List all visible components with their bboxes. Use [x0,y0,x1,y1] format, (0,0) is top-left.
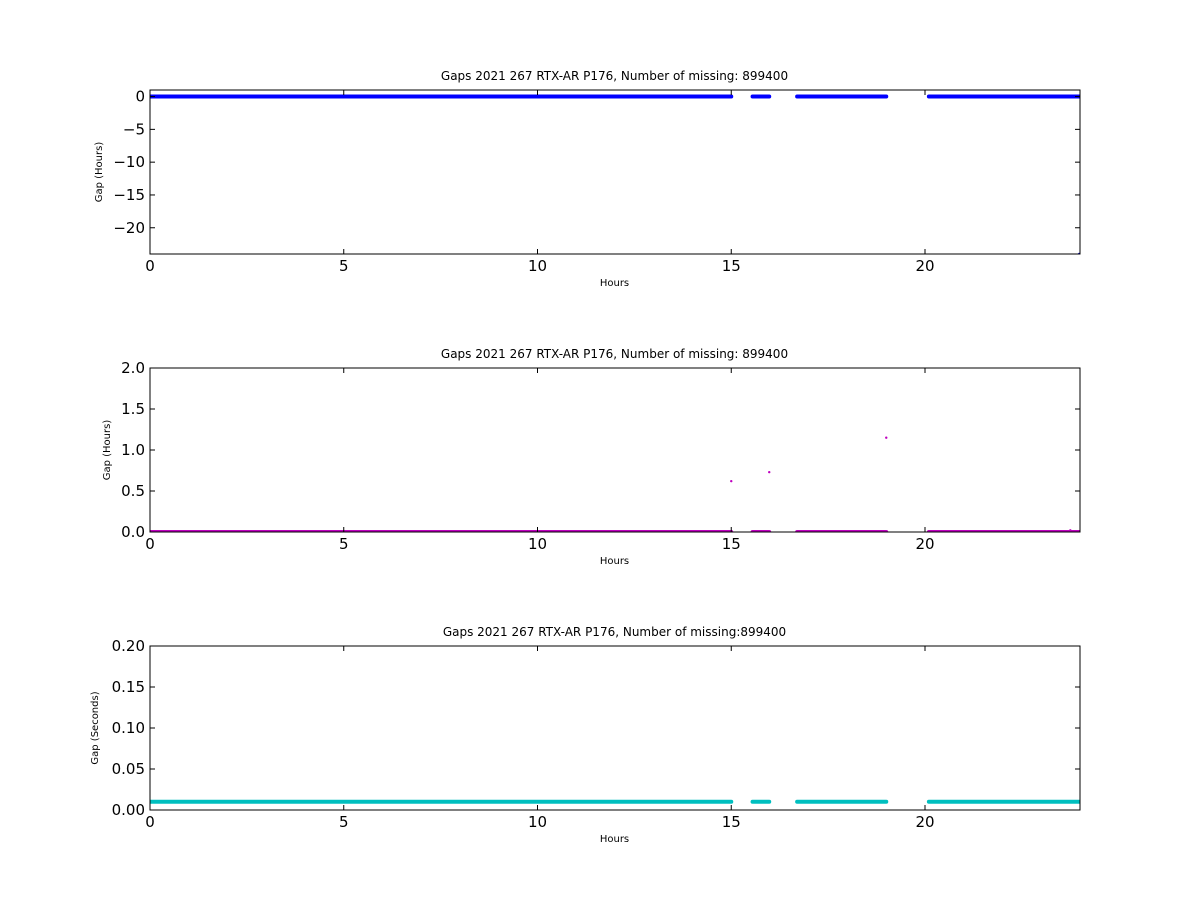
panel-3-xtick-label: 5 [339,813,349,831]
panel-1: Gaps 2021 267 RTX-AR P176, Number of mis… [94,69,1081,289]
panel-2-xtick-label: 15 [722,535,741,553]
panel-3-xlabel: Hours [600,834,629,845]
panel-3-ytick-label: 0.20 [112,637,145,655]
panel-2-ytick-label: 2.0 [121,359,145,377]
panel-2-ytick-label: 0.5 [121,482,145,500]
panel-1-axes-frame [149,89,1081,255]
panel-1-ylabel: Gap (Hours) [94,142,105,203]
panel-3-ylabel: Gap (Seconds) [90,691,101,764]
panel-2-data-point-2 [768,470,771,474]
panel-1-xtick-label: 5 [339,257,349,275]
panel-1-ytick-label: −10 [113,153,145,171]
panel-2-xlabel: Hours [600,556,629,567]
panel-1-ytick-label: −20 [113,219,145,237]
panel-2-xtick-label: 0 [145,535,155,553]
panel-3-ytick-label: 0.10 [112,719,145,737]
panel-1-xlabel: Hours [600,278,629,289]
panel-2-ytick-label: 1.5 [121,400,145,418]
panel-2-data-point-4 [1069,529,1072,532]
panel-1-xtick-label: 0 [145,257,155,275]
panel-2-ytick-label: 1.0 [121,441,145,459]
panel-2-xtick-label: 20 [915,535,934,553]
panel-3-xtick-label: 15 [722,813,741,831]
panel-3-ytick-label: 0.05 [112,760,145,778]
panel-1-ytick-label: −15 [113,186,145,204]
panel-3-ticks: 0 5 10 15 20 0.00 0.05 0.10 0.15 0.20 [112,637,1080,831]
panel-1-ytick-label: 0 [135,88,145,106]
panel-2-data-point-1 [730,479,733,483]
panel-1-xtick-label: 20 [915,257,934,275]
panel-2-data-point-3 [885,436,888,439]
panel-1-ticks: 0 5 10 15 20 0 −5 −10 −15 −20 [113,88,1080,275]
panel-3-xtick-label: 20 [915,813,934,831]
panel-1-xtick-label: 10 [528,257,547,275]
panel-2-ylabel: Gap (Hours) [102,420,113,481]
panel-3-xtick-label: 0 [145,813,155,831]
panel-2-xtick-label: 5 [339,535,349,553]
panel-3-ytick-label: 0.15 [112,678,145,696]
panel-3: Gaps 2021 267 RTX-AR P176, Number of mis… [90,625,1081,845]
panel-1-ytick-label: −5 [123,120,145,138]
panel-2-ticks: 0 5 10 15 20 0.0 0.5 1.0 1.5 2.0 [121,359,1080,553]
panel-2: Gaps 2021 267 RTX-AR P176, Number of mis… [102,347,1081,567]
panel-2-plot [150,436,1080,532]
panel-2-title: Gaps 2021 267 RTX-AR P176, Number of mis… [441,347,788,361]
panel-1-plot [150,94,1080,254]
panel-2-ytick-label: 0.0 [121,523,145,541]
panel-1-title: Gaps 2021 267 RTX-AR P176, Number of mis… [441,69,788,83]
panel-3-xtick-label: 10 [528,813,547,831]
panel-1-xtick-label: 15 [722,257,741,275]
panel-3-title: Gaps 2021 267 RTX-AR P176, Number of mis… [443,625,786,639]
panel-2-xtick-label: 10 [528,535,547,553]
panel-3-ytick-label: 0.00 [112,801,145,819]
